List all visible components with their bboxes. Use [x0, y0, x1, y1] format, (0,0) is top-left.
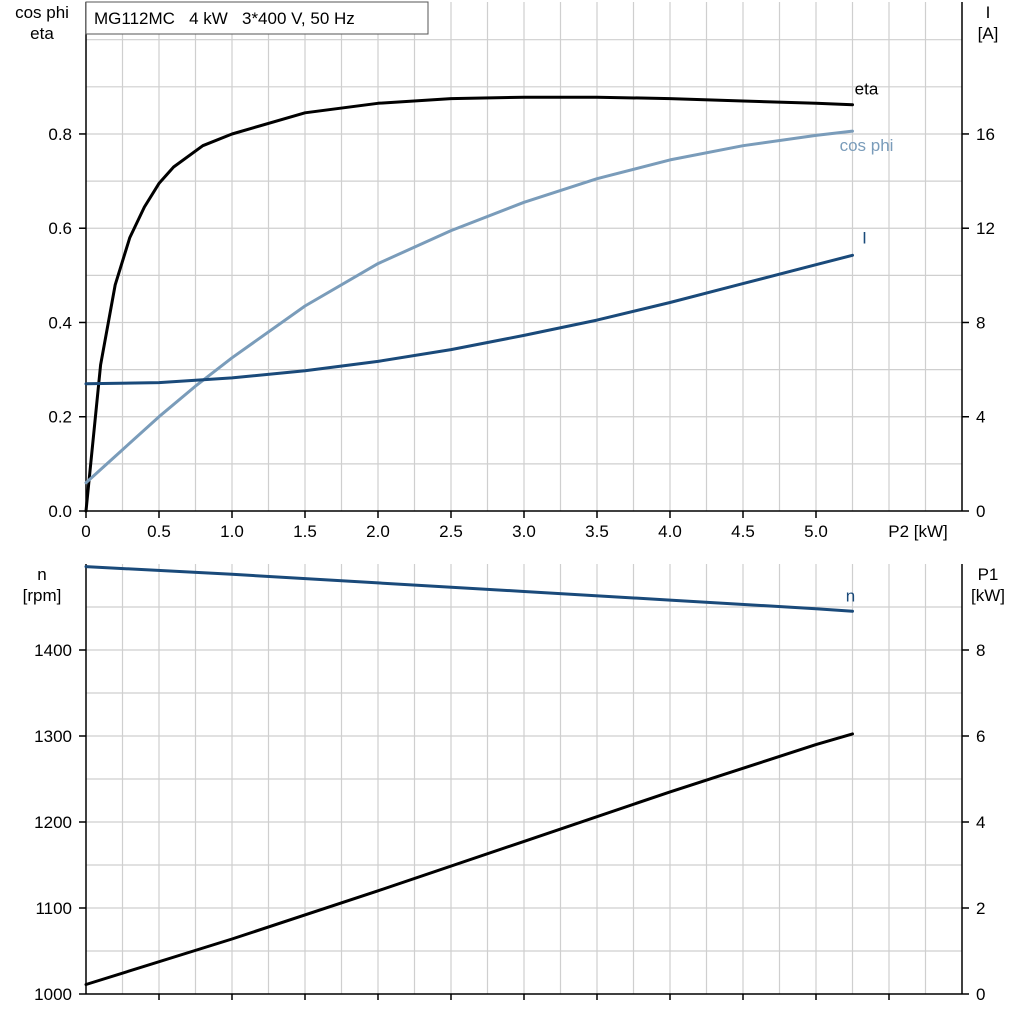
- y-left-tick-label: 0.6: [48, 219, 72, 238]
- y-right-tick-label: 8: [976, 313, 985, 332]
- bottom-panel: 1000 1100 1200 1300 1400 0 2 4 6 8 n [rpm] P1 [kW] n: [23, 564, 1005, 1004]
- x-tick-label: 5.0: [804, 522, 828, 541]
- y-right-tick-label: 0: [976, 502, 985, 521]
- y-right-tick-label: 8: [976, 641, 985, 660]
- y-right-tick-label: 0: [976, 985, 985, 1004]
- y-left-axis-label: n: [37, 565, 46, 584]
- y-left-tick-label: 1000: [34, 985, 72, 1004]
- y-left-tick-label: 1300: [34, 727, 72, 746]
- y-left-tick-label: 0.0: [48, 502, 72, 521]
- series-label-I: I: [862, 228, 867, 247]
- y-left-axis-label: cos phi: [15, 3, 69, 22]
- y-left-tick-label: 1400: [34, 641, 72, 660]
- y-left-tick-label: 0.8: [48, 125, 72, 144]
- x-tick-label: 4.5: [731, 522, 755, 541]
- series-line-eta: [84, 95, 854, 513]
- x-tick-label: 3.0: [512, 522, 536, 541]
- y-left-tick-label: 1100: [35, 899, 72, 918]
- x-tick-label: 3.5: [585, 522, 609, 541]
- top-panel: 0.0 0.2 0.4 0.6 0.8 0 4 8 12 16 0 0.5 1.0 1.5 2.0 2.5 3.…: [15, 1, 999, 541]
- y-right-tick-label: 4: [976, 408, 985, 427]
- y-right-tick-label: 4: [976, 813, 985, 832]
- x-tick-label: 4.0: [658, 522, 682, 541]
- y-right-axis-label: I: [986, 3, 991, 22]
- x-tick-label: 1.5: [293, 522, 317, 541]
- y-right-axis-label: P1: [978, 565, 999, 584]
- y-left-axis-label: [rpm]: [23, 586, 62, 605]
- y-right-tick-label: 2: [976, 899, 985, 918]
- y-right-tick-label: 12: [976, 219, 995, 238]
- y-left-tick-label: 0.2: [48, 408, 72, 427]
- chart-title-box: [85, 1, 429, 35]
- y-right-tick-label: 6: [976, 727, 985, 746]
- y-right-axis-label: [kW]: [971, 586, 1005, 605]
- series-line-I: [84, 253, 854, 386]
- x-tick-label: 2.5: [439, 522, 463, 541]
- series-label-eta: eta: [855, 80, 879, 99]
- y-left-tick-label: 0.4: [48, 313, 72, 332]
- chart-title: MG112MC 4 kW 3*400 V, 50 Hz: [94, 9, 355, 28]
- y-right-tick-label: 16: [976, 125, 995, 144]
- series-line-cos-phi: [84, 129, 854, 485]
- y-left-tick-label: 1200: [34, 813, 72, 832]
- y-right-axis-label: [A]: [978, 24, 999, 43]
- x-tick-label: 2.0: [366, 522, 390, 541]
- y-left-axis-label: eta: [30, 24, 54, 43]
- x-tick-label: 0: [81, 522, 90, 541]
- x-tick-label: 1.0: [220, 522, 244, 541]
- series-label-n: n: [846, 586, 855, 605]
- series-line-p1: [84, 732, 854, 986]
- series-label-cos-phi: cos phi: [840, 136, 894, 155]
- series-line-n: [84, 565, 854, 613]
- x-tick-label: 0.5: [147, 522, 171, 541]
- x-axis-label: P2 [kW]: [888, 522, 948, 541]
